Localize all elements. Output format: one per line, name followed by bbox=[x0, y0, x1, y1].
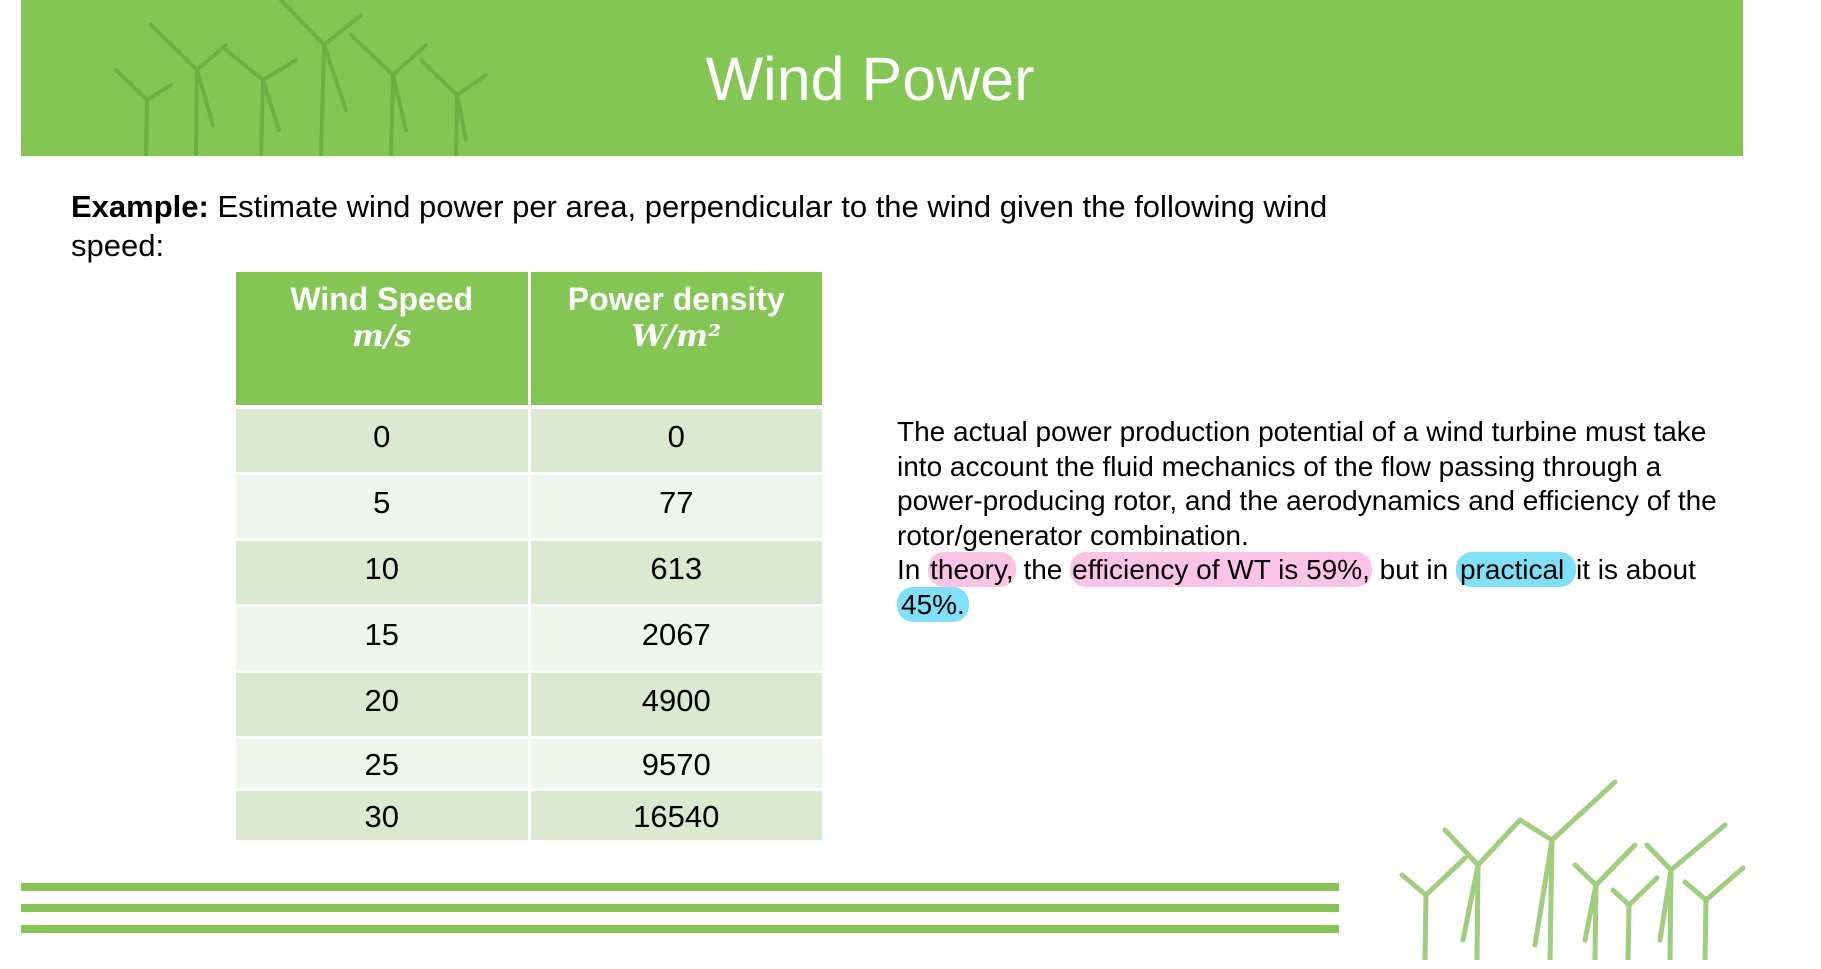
table-cell: 0 bbox=[236, 407, 531, 475]
footer-stripe bbox=[21, 904, 1339, 912]
highlight-percent: 45%. bbox=[897, 586, 969, 622]
table-row: 10 613 bbox=[236, 539, 822, 607]
header-unit: W/m² bbox=[631, 319, 722, 354]
wind-turbine-icon bbox=[114, 0, 488, 156]
text-run: but in bbox=[1371, 554, 1456, 585]
table-cell: 30 bbox=[236, 789, 531, 843]
text-run: it is about bbox=[1576, 554, 1696, 585]
table-cell: 25 bbox=[236, 737, 531, 791]
table-cell: 2067 bbox=[529, 605, 822, 673]
table-cell: 10 bbox=[236, 539, 531, 607]
table-row: 25 9570 bbox=[236, 737, 822, 791]
text-run: In bbox=[897, 554, 929, 585]
table-cell: 0 bbox=[529, 407, 822, 475]
highlight-efficiency: efficiency of WT is 59%, bbox=[1070, 552, 1372, 587]
table-row: 5 77 bbox=[236, 473, 822, 541]
table-row: 30 16540 bbox=[236, 789, 822, 843]
table-header-row: Wind Speed m/s Power density W/m² bbox=[236, 272, 822, 409]
table-cell: 5 bbox=[236, 473, 531, 541]
header-wind-speed: Wind Speed m/s bbox=[236, 272, 531, 409]
description-paragraph: The actual power production potential of… bbox=[897, 416, 1717, 551]
table-cell: 77 bbox=[529, 473, 822, 541]
table-cell: 16540 bbox=[529, 789, 822, 843]
title-banner: Wind Power bbox=[21, 0, 1743, 156]
highlight-practical: practical bbox=[1455, 552, 1577, 587]
description-text: The actual power production potential of… bbox=[897, 415, 1747, 622]
highlight-theory: theory, bbox=[928, 552, 1016, 587]
example-text: Example: Estimate wind power per area, p… bbox=[71, 187, 1371, 265]
example-body: Estimate wind power per area, perpendicu… bbox=[71, 189, 1328, 263]
table-cell: 4900 bbox=[529, 671, 822, 739]
footer-stripe bbox=[21, 925, 1339, 933]
table-row: 15 2067 bbox=[236, 605, 822, 673]
table-cell: 15 bbox=[236, 605, 531, 673]
table-cell: 20 bbox=[236, 671, 531, 739]
text-run: the bbox=[1015, 554, 1071, 585]
footer-stripe bbox=[21, 883, 1339, 891]
table-row: 20 4900 bbox=[236, 671, 822, 739]
header-power-density: Power density W/m² bbox=[529, 272, 822, 409]
table-cell: 613 bbox=[529, 539, 822, 607]
table-cell: 9570 bbox=[529, 737, 822, 791]
slide-title: Wind Power bbox=[705, 45, 1035, 113]
header-unit: m/s bbox=[351, 319, 412, 354]
example-label: Example: bbox=[71, 189, 209, 224]
wind-turbine-icon bbox=[1399, 779, 1746, 960]
